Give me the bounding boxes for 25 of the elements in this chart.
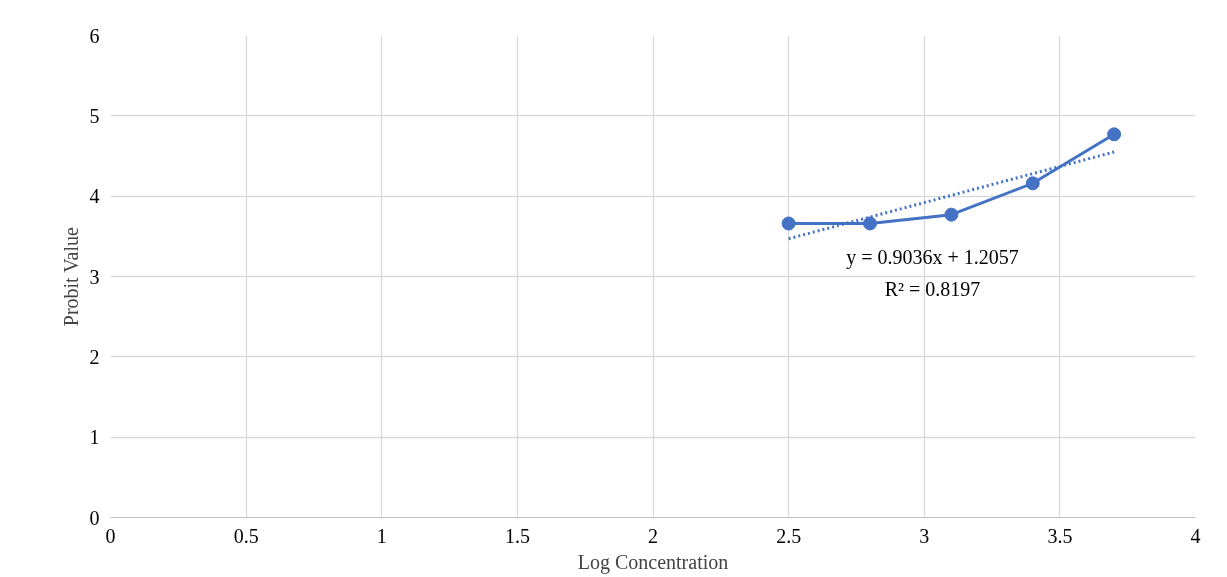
x-tick-label: 4 xyxy=(1190,524,1201,547)
y-tick-label: 5 xyxy=(89,104,100,127)
y-tick-label: 4 xyxy=(89,185,100,208)
point xyxy=(1107,127,1122,142)
annotation: y = 0.9036x + 1.2057 xyxy=(846,245,1019,269)
x-tick-label: 2 xyxy=(648,524,658,547)
x-tick-label: 3 xyxy=(919,524,930,547)
point xyxy=(781,216,796,231)
x-axis-title: Log Concentration xyxy=(577,550,729,574)
y-tick-label: 2 xyxy=(89,345,100,368)
x-tick-label: 0.5 xyxy=(233,524,259,547)
point xyxy=(944,207,959,222)
annotation: R² = 0.8197 xyxy=(884,277,981,300)
point xyxy=(1025,176,1040,191)
x-tick-label: 1 xyxy=(376,524,387,547)
y-tick-label: 1 xyxy=(89,426,100,449)
point xyxy=(863,216,877,231)
y-tick-label: 6 xyxy=(89,24,100,47)
x-tick-label: 0 xyxy=(105,524,116,547)
y-tick-label: 3 xyxy=(89,265,100,288)
x-tick-label: 3.5 xyxy=(1047,524,1073,547)
y-tick-label: 0 xyxy=(89,506,100,529)
x-tick-label: 1.5 xyxy=(504,524,530,547)
y-axis-title: Probit Value xyxy=(59,227,82,327)
x-tick-label: 2.5 xyxy=(776,524,802,547)
